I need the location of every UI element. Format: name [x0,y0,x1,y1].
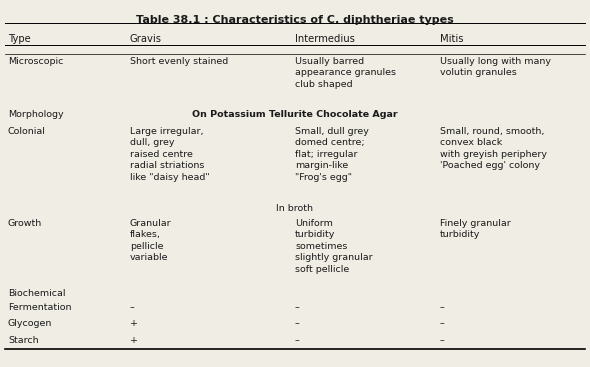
Text: –: – [440,319,445,328]
Text: –: – [130,303,135,312]
Text: Biochemical: Biochemical [8,289,65,298]
Text: Table 38.1 : Characteristics of C. diphtheriae types: Table 38.1 : Characteristics of C. dipht… [136,15,454,25]
Text: Finely granular
turbidity: Finely granular turbidity [440,219,511,239]
Text: Microscopic: Microscopic [8,57,63,66]
Text: Large irregular,
dull, grey
raised centre
radial striations
like "daisy head": Large irregular, dull, grey raised centr… [130,127,209,182]
Text: In broth: In broth [277,204,313,213]
Text: Growth: Growth [8,219,42,228]
Text: Granular
flakes,
pellicle
variable: Granular flakes, pellicle variable [130,219,172,262]
Text: Glycogen: Glycogen [8,319,53,328]
Text: Fermentation: Fermentation [8,303,71,312]
Text: Small, dull grey
domed centre;
flat; irregular
margin-like
"Frog's egg": Small, dull grey domed centre; flat; irr… [295,127,369,182]
Text: –: – [295,303,300,312]
Text: Starch: Starch [8,336,38,345]
Text: –: – [440,303,445,312]
Text: –: – [295,319,300,328]
Text: Intermedius: Intermedius [295,34,355,44]
Text: Usually long with many
volutin granules: Usually long with many volutin granules [440,57,551,77]
Text: On Potassium Tellurite Chocolate Agar: On Potassium Tellurite Chocolate Agar [192,110,398,119]
Text: Gravis: Gravis [130,34,162,44]
Text: Small, round, smooth,
convex black
with greyish periphery
'Poached egg' colony: Small, round, smooth, convex black with … [440,127,547,170]
Text: Type: Type [8,34,31,44]
Text: Uniform
turbidity
sometimes
slightly granular
soft pellicle: Uniform turbidity sometimes slightly gra… [295,219,373,274]
Text: Short evenly stained: Short evenly stained [130,57,228,66]
Text: –: – [295,336,300,345]
Text: +: + [130,319,138,328]
Text: Mitis: Mitis [440,34,464,44]
Text: –: – [440,336,445,345]
Text: Morphology: Morphology [8,110,64,119]
Text: +: + [130,336,138,345]
Text: Usually barred
appearance granules
club shaped: Usually barred appearance granules club … [295,57,396,89]
Text: Colonial: Colonial [8,127,46,136]
